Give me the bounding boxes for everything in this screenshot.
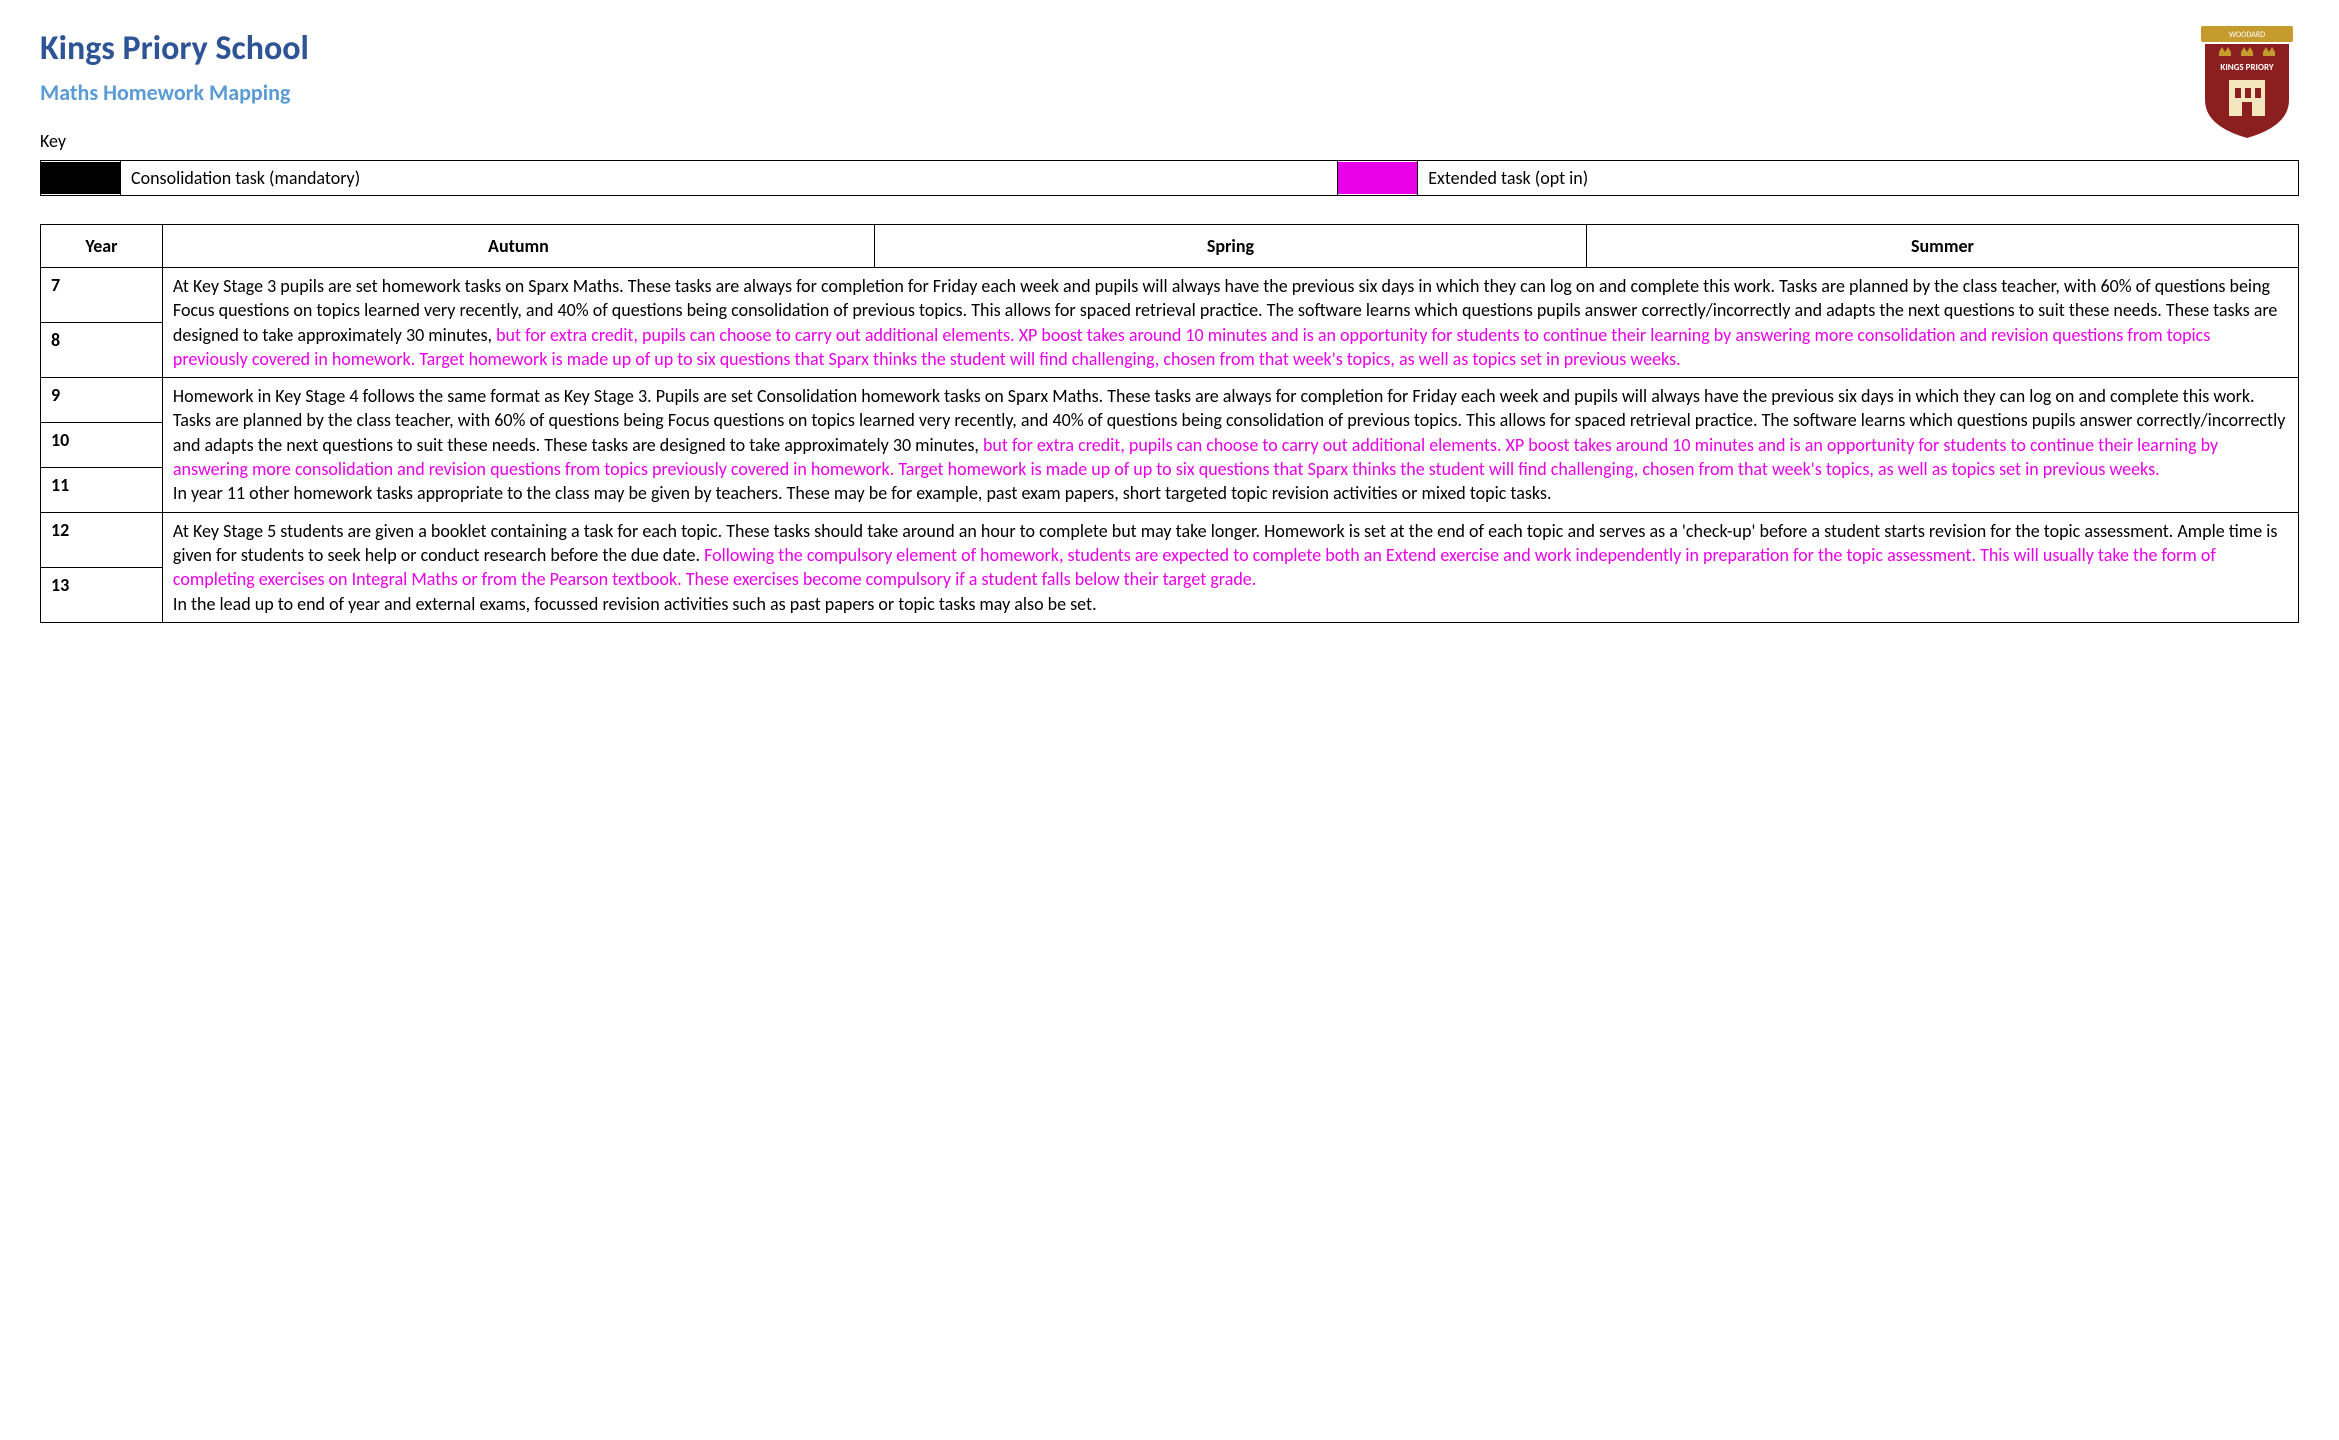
year-cell: 9	[41, 378, 163, 423]
key-swatch-consolidation	[41, 161, 121, 196]
column-header: Year	[41, 225, 163, 268]
page-header: Kings Priory School Maths Homework Mappi…	[40, 28, 2299, 106]
key-heading: Key	[40, 130, 2299, 152]
year-cell: 11	[41, 467, 163, 512]
svg-text:WOODARD: WOODARD	[2229, 30, 2265, 40]
svg-text:KINGS PRIORY: KINGS PRIORY	[2220, 62, 2274, 73]
year-cell: 7	[41, 268, 163, 323]
key-label-consolidation: Consolidation task (mandatory)	[121, 161, 1338, 196]
year-cell: 13	[41, 567, 163, 622]
column-header: Autumn	[162, 225, 874, 268]
key-table: Consolidation task (mandatory) Extended …	[40, 160, 2299, 196]
consolidation-task-text: In year 11 other homework tasks appropri…	[173, 482, 1552, 504]
table-row: 12At Key Stage 5 students are given a bo…	[41, 512, 2299, 567]
year-cell: 10	[41, 423, 163, 468]
consolidation-task-text: In the lead up to end of year and extern…	[173, 593, 1097, 615]
key-label-extended: Extended task (opt in)	[1418, 161, 2299, 196]
stage-description: At Key Stage 3 pupils are set homework t…	[162, 268, 2298, 378]
column-header: Summer	[1586, 225, 2298, 268]
key-swatch-extended	[1338, 161, 1418, 196]
table-row: 7At Key Stage 3 pupils are set homework …	[41, 268, 2299, 323]
stage-description: Homework in Key Stage 4 follows the same…	[162, 378, 2298, 512]
table-row: 9Homework in Key Stage 4 follows the sam…	[41, 378, 2299, 423]
year-cell: 8	[41, 323, 163, 378]
table-header-row: YearAutumnSpringSummer	[41, 225, 2299, 268]
stage-description: At Key Stage 5 students are given a book…	[162, 512, 2298, 622]
subject-title: Maths Homework Mapping	[40, 79, 2299, 106]
year-cell: 12	[41, 512, 163, 567]
homework-mapping-table: YearAutumnSpringSummer 7At Key Stage 3 p…	[40, 224, 2299, 623]
school-title: Kings Priory School	[40, 28, 2299, 69]
column-header: Spring	[874, 225, 1586, 268]
school-crest-logo: WOODARD KINGS PRIORY	[2195, 22, 2299, 140]
